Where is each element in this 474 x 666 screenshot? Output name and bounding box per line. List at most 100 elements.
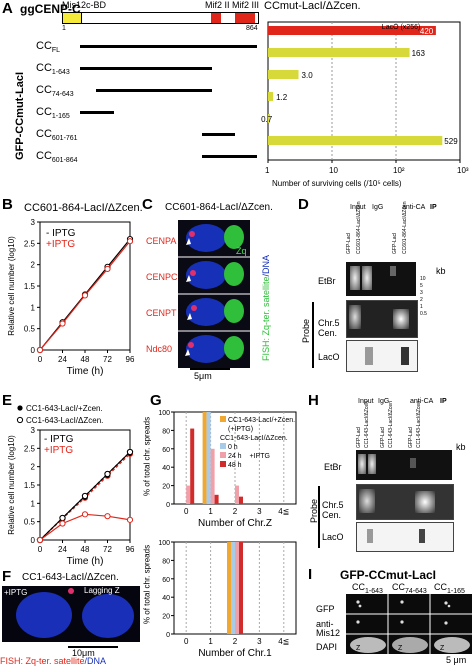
panel-g-letter: G [150, 392, 162, 409]
scale-f: 10μm [72, 648, 95, 658]
y-tick-label: 1 [31, 499, 36, 508]
data-point [59, 520, 66, 527]
panel-h-letter: H [308, 392, 319, 409]
y-axis-label: Relative cell number (log10) [7, 435, 16, 535]
data-point [36, 346, 44, 354]
x-tick-label: 0 [184, 637, 189, 646]
data-point [126, 448, 134, 456]
construct-label: CC74-643 [36, 84, 74, 99]
panel-b-letter: B [2, 196, 13, 213]
y-tick-label: 2 [31, 463, 36, 472]
construct-bar-1-165 [80, 111, 114, 114]
data-point [104, 265, 111, 273]
cell-ndc80 [186, 335, 244, 363]
construct-bar-601-761 [202, 133, 235, 136]
x-tick-label: 0 [38, 355, 43, 364]
y-tick-label: 1 [31, 303, 36, 312]
x-tick-label: 96 [126, 545, 135, 554]
construct-bar-74-643 [96, 89, 212, 92]
data-point [104, 513, 111, 520]
cell-cenpa [186, 224, 244, 252]
h-lane-label: CC1-643-LacI/ΔZcen [416, 401, 422, 448]
data-label: 163 [412, 49, 426, 58]
bar [186, 485, 191, 504]
d-lane-label: CC601-864-LacI/ΔZcen [356, 201, 362, 254]
d-header-ip: IP [430, 204, 437, 211]
chr1-chart: 0 20 40 60 80 100 0 1 2 3 4≦ Number of Chr.1 [158, 540, 297, 659]
y-tick-label: 80 [162, 558, 170, 565]
h-chr5-blot [356, 484, 454, 520]
x-tick-label: 48 [81, 355, 90, 364]
x-tick-label: 72 [103, 545, 112, 554]
bar [268, 26, 436, 35]
data-label: 3.0 [302, 71, 314, 80]
tick-label: 10² [393, 166, 405, 175]
y-tick-label: 0.5 [24, 518, 36, 527]
z-label: Z [440, 645, 445, 652]
x-tick-label: 4≦ [278, 637, 289, 646]
data-label: 1.2 [276, 93, 288, 102]
y-tick-label: 0 [166, 632, 170, 639]
construct-label: CC1-165 [36, 106, 70, 121]
f-lagging: Lagging Z [84, 586, 120, 595]
y-tick-label: 0 [31, 346, 36, 355]
y-tick-label: 0.5 [24, 325, 36, 334]
data-label: 529 [444, 137, 458, 146]
d-kb-ticks: 10 5 3 2 1 0.5 [420, 276, 427, 317]
bar [227, 542, 231, 634]
y-tick-label: 3 [31, 218, 36, 227]
d-row-chr5: Chr.5 Cen. [318, 318, 340, 338]
y-tick-label: 80 [162, 428, 170, 435]
x-tick-label: 72 [103, 355, 112, 364]
x-tick-label: 0 [184, 507, 189, 516]
fish-side-label: FISH: Zq-ter. satellite/DNA [261, 254, 271, 361]
d-chr5-blot [346, 300, 418, 338]
panel-c-letter: C [142, 196, 153, 213]
label-cenpc: CENPC [146, 272, 178, 282]
construct-bar-fl [80, 45, 257, 48]
bar [235, 485, 239, 504]
zq-label: Zq [236, 246, 247, 256]
h-row-etbr: EtBr [324, 462, 342, 472]
panel-e-letter: E [2, 392, 13, 409]
bar [231, 542, 235, 634]
legend-dzcen: CC1-643-LacI/ΔZcen. [26, 416, 103, 425]
panel-c-title: CC601-864-LacI/ΔZcen. [165, 202, 273, 213]
h-lane-label: CC1-643-LacI/ΔZcen [388, 401, 394, 448]
construct-bar-1-643 [80, 67, 212, 70]
x-tick-label: 96 [126, 355, 135, 364]
d-etbr-gel [346, 262, 416, 296]
y-tick-label: 3 [31, 426, 36, 435]
d-probe-bracket [312, 302, 314, 368]
h-header-input: Input [358, 398, 374, 405]
scale-i: 5 μm [446, 655, 467, 665]
y-tick-label: 40 [162, 595, 170, 602]
tick-label: 10³ [457, 166, 469, 175]
h-laco-blot [356, 522, 454, 552]
y-tick-label: 60 [162, 447, 170, 454]
y-tick-label: 100 [158, 410, 170, 417]
bar [206, 412, 211, 504]
bar [268, 114, 270, 123]
motif-label-2: Mif2 II [205, 0, 230, 10]
x-axis-label: Time (h) [67, 366, 104, 377]
h-header-anti-ca: anti-CA [410, 398, 434, 405]
legend-minus-iptg: - IPTG [46, 228, 76, 239]
cell-cenpt [186, 298, 244, 326]
panel-d-letter: D [298, 196, 309, 213]
g-legend: CC1-643-LacI/+Zcen. (+IPTG) CC1-643-LacI… [220, 416, 296, 469]
h-lane-label: GFP-LacI [380, 426, 386, 448]
microscopy-i: Z Z Z [346, 594, 472, 654]
f-fish-label: FISH: Zq-ter. satellite/DNA [0, 656, 107, 666]
y-tick-label: 1.5 [24, 481, 36, 490]
data-label: 0.7 [261, 115, 273, 124]
pos-end: 864 [246, 25, 258, 32]
legend-marker [17, 405, 23, 411]
data-point [59, 514, 66, 522]
tick-label: 1 [265, 166, 270, 175]
panel-i-title: GFP-CCmut-LacI [340, 568, 436, 582]
y-tick-label: 2 [31, 261, 36, 270]
d-lane-label: GFP-LacI [392, 232, 398, 254]
survival-chart: 420 163 3.0 1.2 0.7 529 LacO (x256) 1 10 10² 10³ Nu… [261, 21, 469, 188]
y-tick-label: 100 [158, 540, 170, 547]
